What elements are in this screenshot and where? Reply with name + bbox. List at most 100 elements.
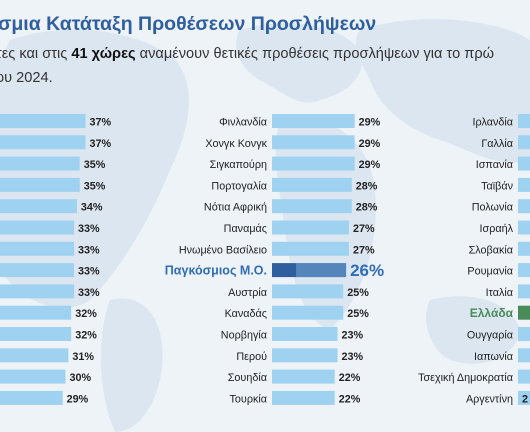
country-label: Αργεντίνη	[466, 393, 513, 405]
country-label: Νορβηγία	[221, 330, 267, 342]
value-label: 29%	[359, 138, 381, 150]
value-label: 33%	[78, 287, 100, 299]
value-label: 27%	[353, 244, 375, 256]
value-label: 22%	[339, 372, 361, 384]
country-label: Φινλανδία	[219, 117, 267, 129]
global-bar-gradient	[296, 263, 347, 278]
country-label: Παναμάς	[224, 223, 267, 235]
bar	[0, 241, 75, 256]
bar	[518, 114, 530, 128]
country-label: Πολωνία	[472, 202, 513, 214]
country-label: Ηνωμένο Βασίλειο	[179, 244, 267, 256]
value-label: 33%	[78, 244, 100, 256]
bar	[272, 305, 344, 320]
bar	[0, 348, 69, 363]
value-label: 28%	[356, 180, 378, 192]
bar	[272, 327, 338, 341]
bar	[518, 220, 530, 235]
subtitle-line-2: ου 2024.	[0, 70, 53, 86]
bar	[518, 327, 530, 341]
bar	[0, 177, 80, 192]
country-label: Αυστρία	[228, 287, 267, 299]
value-label: 27%	[353, 223, 375, 235]
bar	[0, 114, 86, 128]
bar	[272, 390, 335, 405]
country-label: Ουγγαρία	[467, 330, 513, 342]
subtitle-line-1: τες και στις 41 χώρες αναμένουν θετικές …	[0, 46, 494, 62]
value-label: 35%	[84, 180, 106, 192]
country-label: Πορτογαλία	[211, 180, 267, 192]
bar	[518, 369, 530, 384]
bar	[272, 156, 355, 171]
bar	[0, 305, 72, 320]
bar	[518, 348, 530, 363]
value-label: 22%	[339, 393, 361, 405]
value-label: 29%	[67, 393, 89, 405]
country-label: Γαλλία	[481, 138, 513, 150]
country-label: Τουρκία	[230, 393, 268, 405]
bar	[0, 369, 66, 384]
country-label: Ισραήλ	[480, 223, 514, 235]
value-label: 37%	[89, 117, 111, 129]
value-label: 25%	[347, 287, 369, 299]
bar	[272, 177, 352, 192]
bar	[0, 199, 77, 214]
value-label: 29%	[359, 159, 381, 171]
bar	[518, 390, 530, 405]
bar	[518, 284, 530, 299]
country-label: Παγκόσμιος Μ.Ο.	[165, 264, 267, 278]
bar	[272, 114, 355, 128]
country-label: Σουηδία	[228, 372, 267, 384]
country-label: Ισπανία	[476, 159, 513, 171]
value-label: 32%	[75, 330, 97, 342]
country-label: Ταϊβάν	[481, 180, 513, 192]
subtitle-country-count: 41 χώρες	[71, 46, 136, 62]
value-label: 2	[522, 393, 528, 405]
value-label: 37%	[89, 138, 111, 150]
country-label: Ελλάδα	[470, 306, 514, 320]
value-label: 23%	[342, 330, 364, 342]
bar	[0, 156, 80, 171]
value-label: 31%	[72, 351, 94, 363]
country-label: Ιταλία	[486, 287, 513, 299]
bar	[0, 135, 86, 150]
country-label: Περού	[236, 351, 267, 363]
bar	[272, 220, 349, 235]
country-label: Ιρλανδία	[473, 117, 513, 129]
bar	[518, 305, 530, 320]
country-label: Νότια Αφρική	[204, 202, 267, 214]
subtitle-text-b: αναμένουν θετικές προθέσεις προσλήψεων γ…	[135, 46, 495, 62]
value-label: 23%	[342, 351, 364, 363]
country-label: Σιγκαπούρη	[210, 159, 267, 171]
country-label: Χονγκ Κονγκ	[205, 138, 267, 150]
bar	[272, 199, 352, 214]
value-label: 34%	[81, 202, 103, 214]
country-label: Ιαπωνία	[474, 351, 513, 363]
bar	[518, 135, 530, 150]
bar	[272, 369, 335, 384]
bar	[518, 177, 530, 192]
bar	[272, 263, 347, 278]
value-label: 33%	[78, 223, 100, 235]
bar	[272, 135, 355, 150]
value-label: 28%	[356, 202, 378, 214]
bar	[518, 156, 530, 171]
page-title: σμια Κατάταξη Προθέσεων Προσλήψεων	[0, 13, 377, 35]
bar	[518, 241, 530, 256]
bar	[0, 220, 75, 235]
value-label: 25%	[347, 308, 369, 320]
value-label: 29%	[359, 117, 381, 129]
bar	[518, 199, 530, 214]
country-label: Σλοβακία	[469, 244, 513, 256]
value-label: 26%	[350, 261, 384, 280]
value-label: 35%	[84, 159, 106, 171]
value-label: 30%	[70, 372, 92, 384]
value-label: 33%	[78, 266, 100, 278]
country-label: Ρουμανία	[467, 266, 513, 278]
bar	[0, 390, 63, 405]
value-label: 32%	[75, 308, 97, 320]
bar	[0, 263, 75, 278]
bar	[0, 284, 75, 299]
